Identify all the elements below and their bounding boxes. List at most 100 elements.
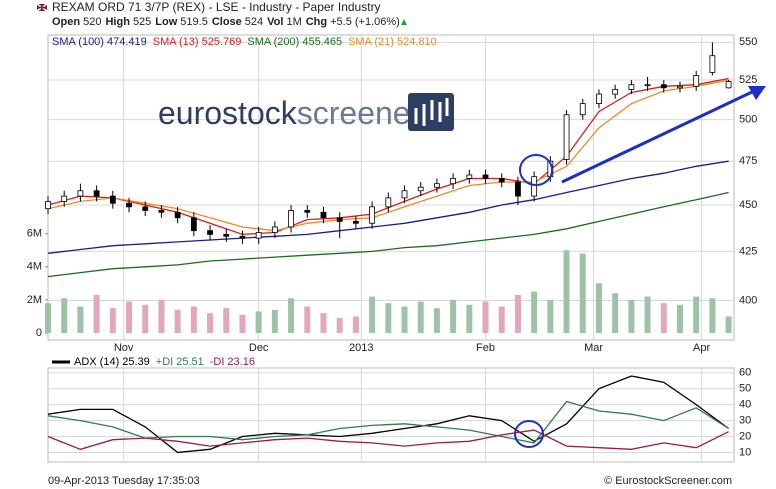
legend-name: ADX (14) [74, 356, 119, 368]
x-tick-label: Mar [584, 342, 603, 354]
volume-bar [450, 299, 457, 333]
legend-name: +DI [156, 356, 173, 368]
candle-body [612, 88, 619, 95]
volume-bar [417, 301, 424, 333]
volume-bar [644, 296, 651, 333]
legend: ADX (14) 25.39 +DI 25.51 -DI 23.16 [74, 356, 255, 368]
volume-bar [547, 299, 554, 333]
stat-value: 524 [245, 16, 263, 28]
highlight-circle [514, 420, 544, 448]
stat-label: Low [155, 16, 177, 28]
volume-bar [223, 308, 230, 333]
trend-arrow [561, 90, 753, 184]
legend-value: 25.39 [122, 356, 150, 368]
candle-body [288, 210, 294, 228]
up-arrow-icon [401, 19, 407, 25]
candle-body [190, 217, 197, 232]
volume-bar [288, 298, 295, 333]
volume-bar [514, 294, 521, 333]
indicator-line [47, 160, 729, 254]
candle-body [417, 186, 424, 192]
candle-body [320, 211, 327, 219]
volume-bar [579, 253, 586, 333]
candle-body [434, 183, 440, 188]
candle-body [142, 206, 149, 211]
candle-body [515, 181, 521, 197]
candle-body [482, 174, 489, 179]
stat-value: 525 [133, 16, 151, 28]
candle-body [563, 114, 570, 160]
volume-bar [158, 299, 165, 333]
legend-value: 23.16 [227, 356, 255, 368]
trend-arrowhead [748, 86, 766, 100]
x-tick-label: Feb [476, 342, 495, 354]
logo-part: eurostock [158, 95, 298, 131]
y-tick-label: 525 [739, 74, 757, 86]
volume-bar [385, 303, 392, 333]
volume-bar [207, 313, 214, 333]
volume-bar [433, 308, 440, 333]
legend: SMA (100) 474.419 SMA (13) 525.769 SMA (200)… [52, 36, 437, 48]
y-tick-label: 550 [739, 36, 757, 48]
legend-value: 25.51 [176, 356, 204, 368]
volume-bar [628, 299, 635, 333]
candle-body [498, 178, 505, 183]
volume-bar [466, 304, 473, 333]
legend-value: 455.465 [302, 36, 342, 48]
x-tick-label: Dec [249, 342, 269, 354]
volume-bar [401, 306, 408, 333]
volume-bar [563, 250, 570, 333]
stat-label: Close [212, 16, 242, 28]
volume-bar [676, 304, 683, 333]
y-tick-label: 425 [739, 245, 757, 257]
candle-body [677, 85, 683, 89]
volume-bar [93, 294, 100, 333]
candle-body [369, 206, 375, 224]
candle-body [352, 221, 359, 224]
y-tick-label: 50 [739, 383, 751, 395]
candle-body [109, 195, 116, 204]
candle-body [239, 235, 246, 239]
stat-label: Open [52, 16, 80, 28]
x-tick-label: 2013 [349, 342, 373, 354]
y-tick-label: 475 [739, 155, 757, 167]
highlight-circle [519, 154, 553, 186]
y-tick-label: 10 [739, 446, 751, 458]
y-tick-label: 500 [739, 114, 757, 126]
stat-label: Vol [267, 16, 283, 28]
y2-tick-label: 6M [27, 228, 42, 240]
candle-body [271, 226, 278, 233]
stats-row: Open 520 High 525 Low 519.5 Close 524 Vol 1M Chg +5… [52, 16, 400, 28]
legend-value: 474.419 [107, 36, 147, 48]
volume-bar [725, 316, 732, 333]
volume-bar [660, 303, 667, 333]
volume-bar [498, 306, 505, 333]
candle-body [93, 190, 100, 197]
candle-body [628, 84, 635, 90]
legend-value: 525.769 [202, 36, 242, 48]
legend-name: SMA (13) [153, 36, 199, 48]
volume-bar [142, 304, 149, 333]
volume-bar [531, 291, 538, 333]
y-tick-label: 40 [739, 399, 751, 411]
candle-body [385, 197, 392, 208]
y2-tick-label: 0 [36, 327, 42, 339]
legend-name: SMA (100) [52, 36, 104, 48]
volume-bar [352, 316, 359, 333]
y2-tick-label: 2M [27, 294, 42, 306]
volume-bar [709, 298, 716, 333]
y2-tick-label: 4M [27, 261, 42, 273]
legend-name: SMA (200) [247, 36, 299, 48]
volume-bar [693, 296, 700, 333]
volume-bar [482, 301, 489, 333]
volume-bar [190, 306, 197, 333]
legend-name: SMA (21) [348, 36, 394, 48]
price-plot-frame [47, 34, 735, 341]
candle-body [77, 190, 84, 197]
candle-body [45, 201, 51, 210]
candle-body [223, 233, 230, 237]
logo: eurostockscreener [158, 95, 422, 131]
candle-body [126, 202, 132, 208]
